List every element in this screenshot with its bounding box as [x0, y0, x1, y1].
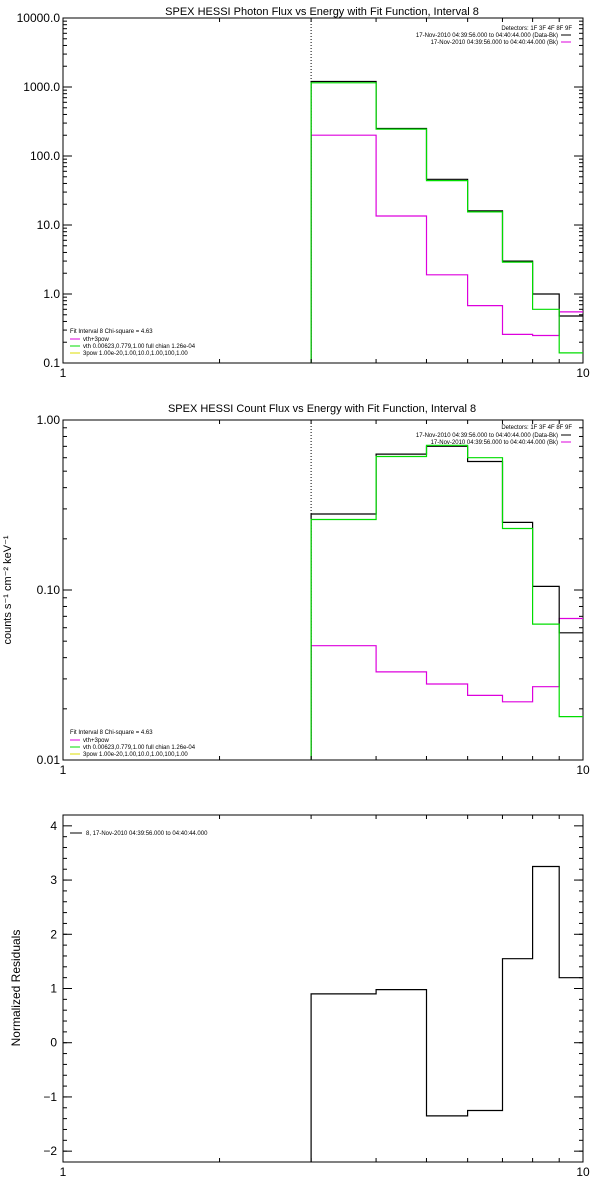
- legend-bottom-entry: vth+3pow: [83, 738, 110, 744]
- legend-bottom-entry: 3pow 1.00e-20,1.00,10.0,1.00,100,1.00: [83, 351, 188, 357]
- x-tick-label: 10: [576, 763, 590, 777]
- x-tick-label: 10: [576, 1165, 590, 1179]
- y-tick-label: 2: [50, 927, 57, 941]
- series-line: [310, 80, 583, 363]
- x-tick-label: 10: [576, 366, 590, 380]
- plot-frame: [62, 419, 584, 761]
- y-axis-label: Normalized Residuals: [9, 930, 23, 1047]
- y-tick-label: 4: [50, 819, 57, 833]
- y-axis-label: counts s⁻¹ cm⁻² keV⁻¹: [2, 535, 14, 644]
- legend-top-entry: 17-Nov-2010 04:39:56.000 to 04:40:44.000…: [431, 440, 558, 446]
- detectors-label: Detectors: 1F 3F 4F 8F 9F: [501, 26, 572, 32]
- y-tick-label: 10.0: [37, 218, 61, 232]
- y-tick-label: 0: [50, 1036, 57, 1050]
- legend-bottom-entry: vth+3pow: [83, 337, 110, 343]
- detectors-label: Detectors: 1F 3F 4F 8F 9F: [501, 425, 572, 431]
- y-tick-label: 1: [50, 982, 57, 996]
- fit-info-label: Fit Interval 8 Chi-square = 4.63: [70, 730, 153, 736]
- legend-bottom-entry: 3pow 1.00e-20,1.00,10.0,1.00,100,1.00: [83, 752, 188, 758]
- legend-top-entry: 17-Nov-2010 04:39:56.000 to 04:40:44.000…: [416, 433, 558, 439]
- count-flux-panel: SPEX HESSI Count Flux vs Energy with Fit…: [2, 403, 590, 777]
- y-tick-label: 1000.0: [23, 80, 60, 94]
- series-line: [310, 865, 583, 1162]
- x-tick-label: 1: [60, 763, 67, 777]
- legend-bottom-entry: vth 0.00623,0.779,1.00 full chian 1.26e-…: [83, 344, 196, 350]
- y-tick-label: −1: [43, 1090, 57, 1104]
- series-line: [310, 82, 583, 363]
- photon-flux-panel: SPEX HESSI Photon Flux vs Energy with Fi…: [17, 6, 590, 380]
- y-tick-label: 0.01: [37, 753, 61, 767]
- y-tick-label: 1.0: [43, 287, 60, 301]
- panel-title: SPEX HESSI Count Flux vs Energy with Fit…: [168, 403, 476, 415]
- legend-top-entry: 8, 17-Nov-2010 04:39:56.000 to 04:40:44.…: [86, 831, 208, 837]
- y-tick-label: 100.0: [30, 149, 60, 163]
- plot-frame: [62, 814, 584, 1163]
- legend-top-entry: 17-Nov-2010 04:39:56.000 to 04:40:44.000…: [416, 33, 558, 39]
- y-tick-label: 1.00: [37, 413, 61, 427]
- panel-title: SPEX HESSI Photon Flux vs Energy with Fi…: [165, 6, 479, 18]
- y-tick-label: 10000.0: [17, 11, 61, 25]
- series-line: [310, 617, 583, 760]
- series-line: [310, 134, 583, 363]
- x-tick-label: 1: [60, 1165, 67, 1179]
- residuals-panel: Normalized Residuals 1 10 −2 −1 0 1 2 3 4 8, 17-…: [9, 814, 590, 1179]
- y-tick-label: 3: [50, 873, 57, 887]
- series-line: [310, 444, 583, 760]
- y-tick-label: −2: [43, 1144, 57, 1158]
- fit-info-label: Fit Interval 8 Chi-square = 4.63: [70, 329, 153, 335]
- y-tick-label: 0.1: [43, 356, 60, 370]
- legend-bottom-entry: vth 0.00623,0.779,1.00 full chian 1.26e-…: [83, 745, 196, 751]
- y-tick-label: 0.10: [37, 583, 61, 597]
- plot-frame: [62, 17, 584, 364]
- legend-top-entry: 17-Nov-2010 04:39:56.000 to 04:40:44.000…: [431, 40, 558, 46]
- series-line: [310, 445, 583, 760]
- x-tick-label: 1: [60, 366, 67, 380]
